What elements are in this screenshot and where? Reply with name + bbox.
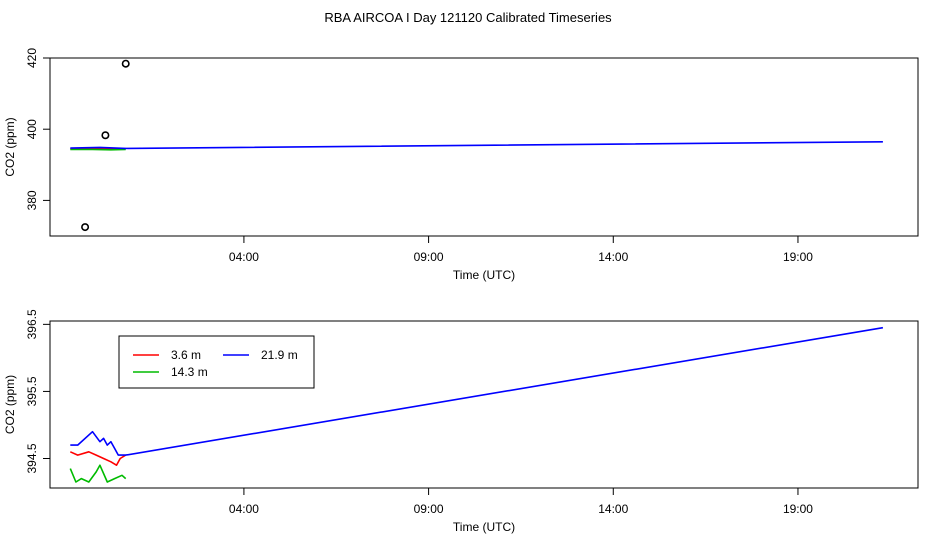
series-line-14-3-m: [69, 464, 127, 483]
legend-label: 14.3 m: [171, 365, 208, 379]
outlier-point: [101, 131, 110, 140]
x-tick-label: 09:00: [414, 250, 444, 264]
x-tick-label: 14:00: [598, 502, 628, 516]
series-line-2: [70, 141, 883, 150]
bottom-panel-plot: 04:00 09:00 14:00 19:00 394.5 395.5 396.5 Time …: [3, 309, 919, 534]
x-tick-label: 14:00: [598, 250, 628, 264]
legend-label: 21.9 m: [261, 348, 298, 362]
legend-box: [118, 335, 315, 389]
x-tick-label: 19:00: [783, 250, 813, 264]
y-tick-label: 380: [25, 190, 39, 210]
y-tick-label: 400: [25, 119, 39, 139]
x-tick-label: 04:00: [229, 250, 259, 264]
y-tick-label: 396.5: [25, 309, 39, 339]
y-axis-label: CO2 (ppm): [3, 117, 17, 176]
legend-label: 3.6 m: [171, 348, 201, 362]
outlier-point: [121, 59, 130, 68]
x-axis-label: Time (UTC): [453, 520, 515, 534]
series-line-3-6-m: [69, 450, 127, 467]
top-panel-plot: 04:00 09:00 14:00 19:00 380 400 420 Time (UTC) C…: [3, 48, 919, 282]
y-tick-label: 395.5: [25, 376, 39, 406]
plot-frame: [49, 320, 919, 489]
outlier-point: [81, 223, 90, 232]
y-tick-label: 394.5: [25, 443, 39, 473]
plot-frame: [49, 57, 919, 237]
x-tick-label: 09:00: [414, 502, 444, 516]
x-tick-label: 19:00: [783, 502, 813, 516]
y-tick-label: 420: [25, 48, 39, 68]
figure-title: RBA AIRCOA I Day 121120 Calibrated Times…: [324, 10, 612, 25]
y-axis-label: CO2 (ppm): [3, 375, 17, 434]
legend: 3.6 m 21.9 m 14.3 m: [118, 335, 315, 389]
x-axis-label: Time (UTC): [453, 268, 515, 282]
x-tick-label: 04:00: [229, 502, 259, 516]
series-line-21-9-m: [70, 326, 884, 456]
